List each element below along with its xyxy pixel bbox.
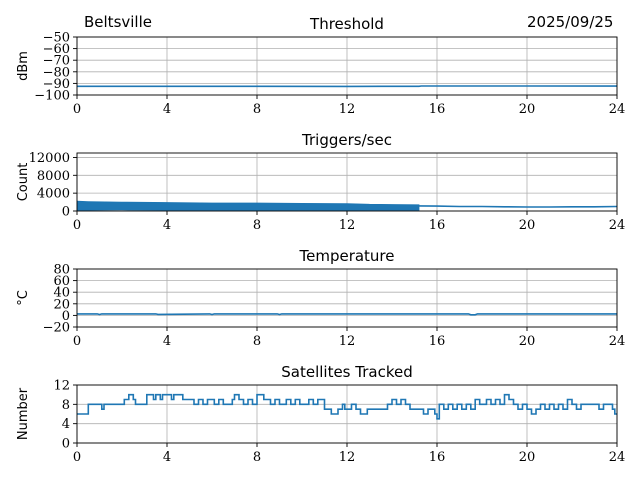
y-tick-label: 4 (62, 417, 70, 432)
y-axis-label: Number (16, 387, 31, 440)
data-series-line (419, 206, 617, 207)
x-tick-label: 24 (609, 450, 626, 465)
y-tick-label: 4000 (37, 187, 70, 202)
x-tick-label: 12 (339, 102, 356, 117)
x-tick-label: 20 (519, 218, 536, 233)
x-tick-label: 4 (163, 334, 171, 349)
x-tick-label: 20 (519, 334, 536, 349)
chart-title: Triggers/sec (301, 131, 392, 149)
x-tick-label: 12 (339, 334, 356, 349)
x-tick-label: 20 (519, 450, 536, 465)
x-tick-label: 0 (73, 334, 81, 349)
x-tick-label: 16 (429, 102, 446, 117)
y-tick-label: 8 (62, 398, 70, 413)
y-tick-label: 80 (53, 263, 70, 278)
data-band (77, 201, 419, 210)
y-axis-label: dBm (16, 51, 31, 81)
chart-title: Satellites Tracked (281, 363, 412, 381)
y-tick-label: 12 (53, 379, 70, 394)
y-tick-label: 0 (62, 437, 70, 452)
x-tick-label: 0 (73, 450, 81, 465)
x-tick-label: 8 (253, 218, 261, 233)
y-tick-label: 0 (62, 205, 70, 220)
x-tick-label: 16 (429, 218, 446, 233)
chart-panel-3: 0 4 8 12 16 20 24 0 4 8 12 Satellites Tracked Number (16, 363, 625, 465)
x-tick-label: 16 (429, 450, 446, 465)
y-axis-label: Count (16, 163, 31, 202)
x-tick-label: 8 (253, 334, 261, 349)
station-name: Beltsville (84, 13, 152, 31)
x-tick-label: 20 (519, 102, 536, 117)
x-tick-label: 8 (253, 450, 261, 465)
x-tick-label: 0 (73, 218, 81, 233)
x-tick-label: 8 (253, 102, 261, 117)
x-tick-label: 16 (429, 334, 446, 349)
y-tick-label: −50 (43, 31, 70, 46)
y-axis-label: °C (16, 290, 31, 306)
x-tick-label: 4 (163, 102, 171, 117)
data-layer (77, 314, 617, 315)
x-tick-label: 4 (163, 450, 171, 465)
chart-title: Threshold (309, 15, 384, 33)
data-series-line (77, 314, 617, 315)
x-tick-label: 24 (609, 218, 626, 233)
chart-panel-1: 0 4 8 12 16 20 24 0 4000 8000 12000 Triggers/sec Cou… (16, 131, 625, 233)
x-tick-label: 0 (73, 102, 81, 117)
x-tick-label: 24 (609, 334, 626, 349)
chart-title: Temperature (298, 247, 394, 265)
x-tick-label: 4 (163, 218, 171, 233)
x-tick-label: 12 (339, 450, 356, 465)
y-tick-label: 8000 (37, 169, 70, 184)
x-tick-label: 12 (339, 218, 356, 233)
y-tick-label: 12000 (29, 151, 70, 166)
report-date: 2025/09/25 (527, 13, 613, 31)
x-tick-label: 24 (609, 102, 626, 117)
